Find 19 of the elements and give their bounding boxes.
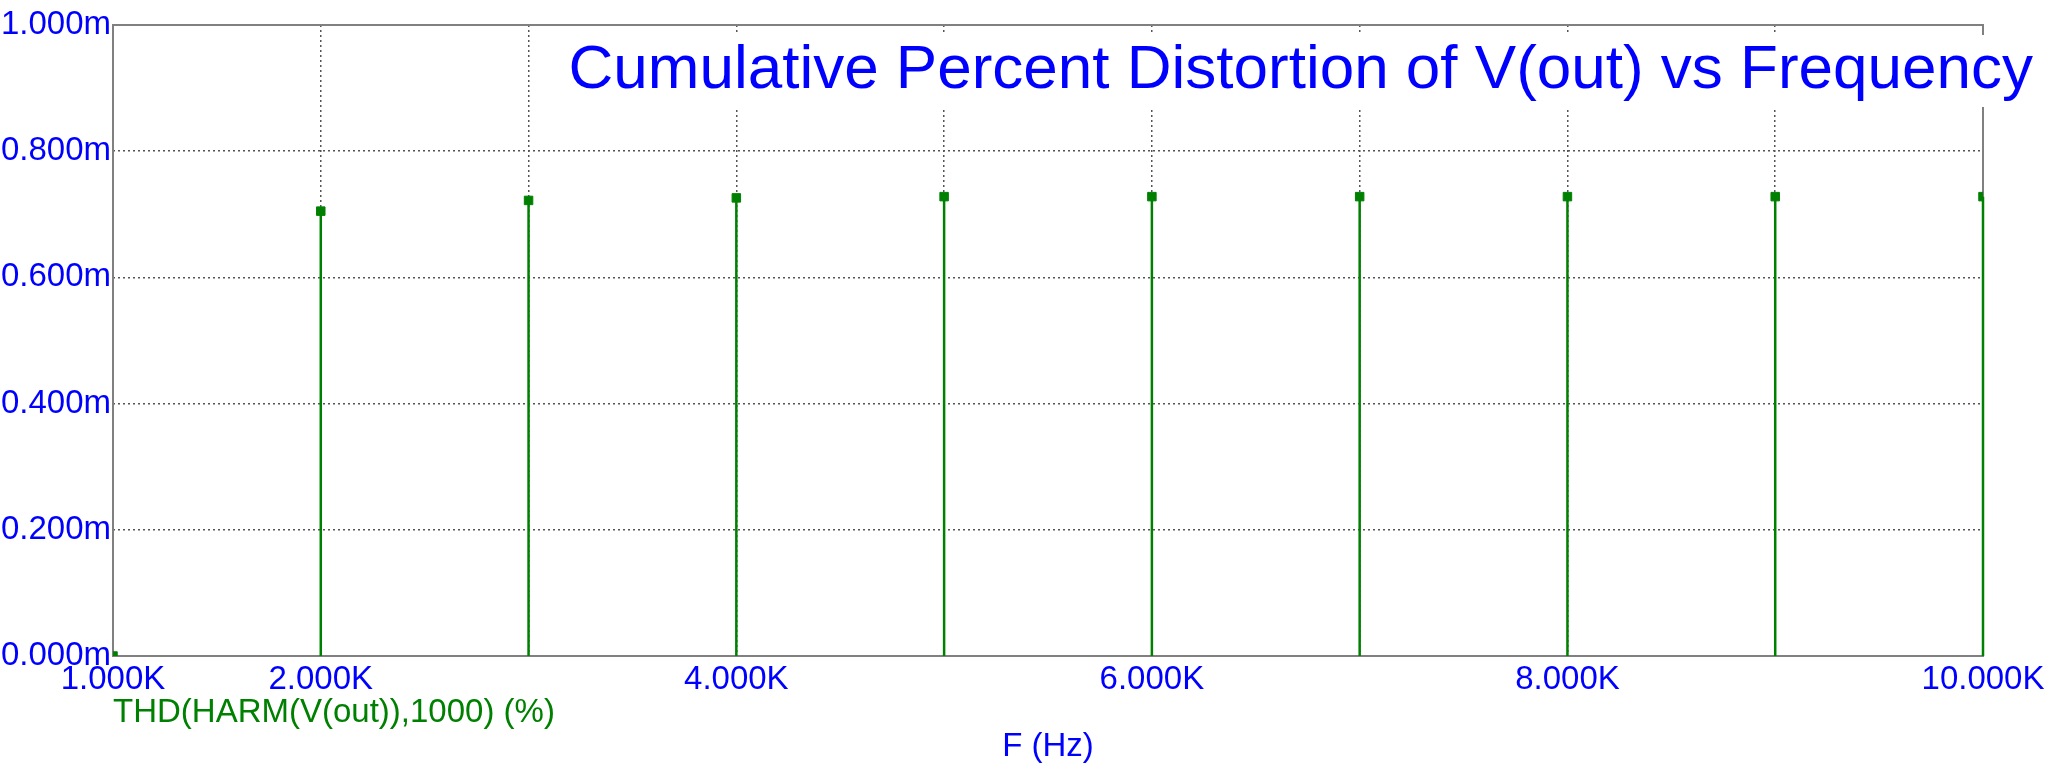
point xyxy=(939,191,949,202)
x-tick-label: 10.000K xyxy=(1921,658,2045,696)
y-tick-label: 1.000m xyxy=(0,4,111,42)
point xyxy=(731,193,742,203)
x-tick-label: 6.000K xyxy=(1099,658,1205,696)
y-tick-label: 0.800m xyxy=(0,130,111,168)
point xyxy=(1354,191,1365,202)
x-axis-title: F (Hz) xyxy=(1002,725,1094,763)
point xyxy=(1562,191,1573,202)
point xyxy=(1147,191,1157,202)
point xyxy=(523,195,534,206)
x-tick-label: 4.000K xyxy=(684,658,789,696)
y-tick-label: 0.600m xyxy=(0,256,111,294)
x-tick-label: 8.000K xyxy=(1515,658,1620,696)
point xyxy=(316,206,326,216)
y-tick-label: 0.400m xyxy=(0,382,111,420)
y-tick-label: 0.200m xyxy=(0,508,111,546)
point xyxy=(1770,191,1780,202)
chart-title: Cumulative Percent Distortion of V(out) vs Frequency xyxy=(568,32,2033,102)
